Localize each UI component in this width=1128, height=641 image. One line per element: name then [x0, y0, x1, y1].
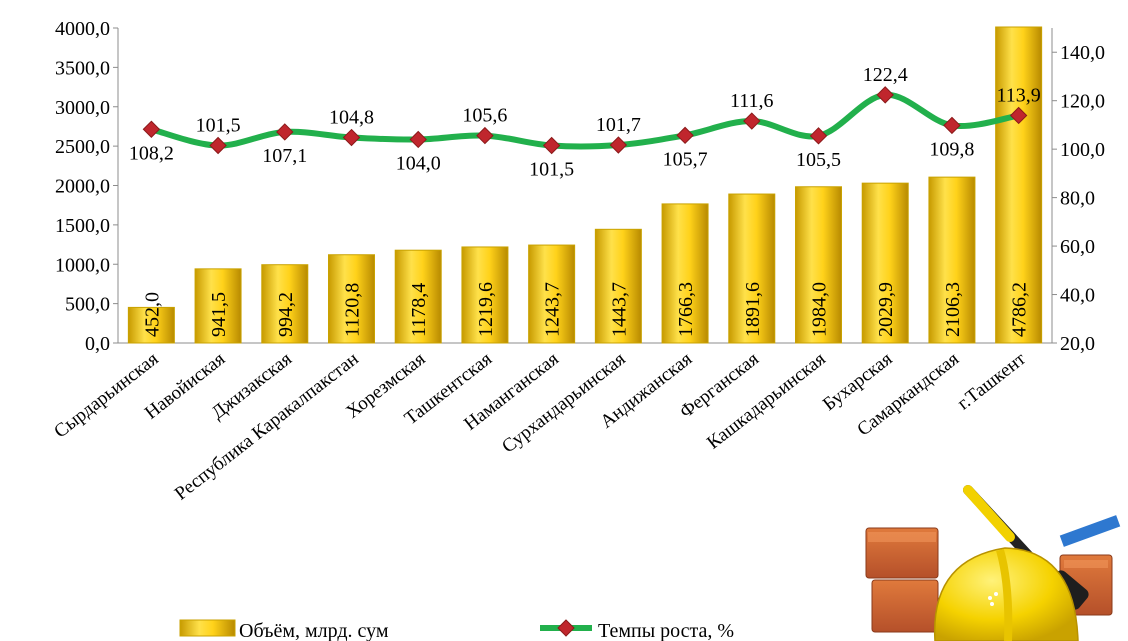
growth-line [150, 91, 1020, 150]
growth-value-label: 122,4 [863, 64, 908, 86]
bar-value-label: 994,2 [275, 292, 297, 337]
bar [861, 182, 909, 344]
right-tick-label: 140,0 [1060, 42, 1105, 64]
bar [528, 244, 576, 344]
bar [328, 254, 375, 344]
growth-point [609, 136, 628, 154]
growth-value-label: 104,8 [329, 107, 374, 129]
growth-value-label: 101,5 [529, 159, 574, 181]
right-tick-label: 20,0 [1060, 333, 1095, 355]
growth-value-label: 109,8 [929, 138, 974, 160]
legend-marker-swatch [557, 619, 575, 637]
bar-value-label: 2029,9 [875, 282, 897, 337]
growth-point [542, 136, 561, 155]
bar [795, 186, 842, 344]
growth-value-label: 101,7 [596, 114, 641, 136]
growth-value-label: 108,2 [129, 142, 174, 164]
bar-value-label: 1178,4 [408, 283, 430, 337]
legend: Объём, млрд. сум Темпы роста, % [179, 619, 734, 641]
left-tick-label: 3000,0 [55, 97, 110, 119]
bar-series [127, 26, 1043, 344]
bar [661, 203, 709, 344]
left-tick-label: 1500,0 [55, 215, 110, 237]
line-series [142, 86, 1028, 155]
bar-value-label: 941,5 [208, 292, 230, 337]
category-labels: СырдарьинскаяНавойискаяДжизакскаяРеспубл… [50, 348, 1030, 505]
growth-point [142, 120, 161, 138]
bar-value-label: 4786,2 [1009, 282, 1031, 337]
growth-point [676, 126, 694, 145]
growth-value-label: 105,6 [462, 105, 507, 127]
bar [261, 264, 309, 344]
growth-value-label: 101,5 [196, 115, 241, 137]
bar-data-labels: 452,0 941,5 994,2 1120,8 1178,4 1219,6 1243,7 1… [141, 282, 1030, 337]
right-tick-label: 120,0 [1060, 91, 1105, 113]
left-axis-ticks: 0,0 500,0 1000,0 1500,0 2000,0 2500,0 3000,0 35… [55, 18, 118, 355]
growth-point [743, 112, 761, 130]
left-tick-label: 0,0 [85, 333, 110, 355]
legend-label-volume: Объём, млрд. сум [239, 620, 389, 641]
left-tick-label: 1000,0 [55, 254, 110, 276]
category-label: Сурхандарьинская [498, 348, 629, 457]
bar [194, 268, 242, 344]
bar-value-label: 1243,7 [542, 282, 564, 337]
growth-point [1009, 106, 1028, 125]
bar [928, 176, 976, 344]
bricks-helmet-hammer-icon [865, 485, 1121, 641]
growth-point [943, 116, 961, 135]
bar-value-label: 1984,0 [809, 282, 831, 337]
growth-point [809, 127, 828, 145]
bar [461, 246, 509, 344]
bar [394, 249, 442, 344]
bar-value-label: 1443,7 [608, 282, 630, 337]
bar-value-label: 452,0 [141, 292, 163, 337]
growth-point [876, 86, 894, 104]
growth-value-label: 107,1 [262, 145, 307, 167]
right-tick-label: 40,0 [1060, 285, 1095, 307]
bar-value-label: 1891,6 [742, 282, 764, 337]
axes [117, 28, 1053, 344]
growth-point [276, 123, 294, 141]
growth-value-label: 105,5 [796, 149, 841, 171]
growth-point [342, 128, 361, 147]
left-tick-label: 2500,0 [55, 136, 110, 158]
growth-point [476, 126, 494, 145]
growth-value-label: 104,0 [396, 152, 441, 174]
left-tick-label: 500,0 [65, 294, 110, 316]
legend-label-growth: Темпы роста, % [598, 620, 734, 641]
bar-value-label: 1766,3 [675, 282, 697, 337]
right-tick-label: 80,0 [1060, 188, 1095, 210]
growth-point [409, 130, 427, 149]
line-data-labels: 108,2 101,5 107,1 104,8 104,0 105,6 101,5 101,7… [129, 64, 1041, 181]
bar [127, 306, 175, 344]
legend-bar-swatch [179, 619, 236, 637]
category-label: г.Ташкент [954, 348, 1031, 414]
bar [728, 193, 776, 344]
growth-value-label: 113,9 [997, 84, 1041, 106]
right-tick-label: 100,0 [1060, 139, 1105, 161]
left-tick-label: 4000,0 [55, 18, 110, 40]
bar-value-label: 1120,8 [342, 283, 364, 337]
left-tick-label: 2000,0 [55, 176, 110, 198]
left-tick-label: 3500,0 [55, 57, 110, 79]
growth-value-label: 111,6 [730, 90, 774, 112]
bar [995, 26, 1043, 344]
bar [594, 228, 642, 344]
right-tick-label: 60,0 [1060, 236, 1095, 258]
bar-value-label: 2106,3 [942, 282, 964, 337]
growth-point [209, 136, 227, 155]
bar-value-label: 1219,6 [475, 282, 497, 337]
growth-value-label: 105,7 [663, 148, 708, 170]
right-axis-ticks: 20,0 40,0 60,0 80,0 100,0 120,0 140,0 [1052, 42, 1105, 355]
category-label: Кашкадарьинская [703, 348, 830, 453]
category-label: Сырдарьинская [50, 348, 162, 442]
